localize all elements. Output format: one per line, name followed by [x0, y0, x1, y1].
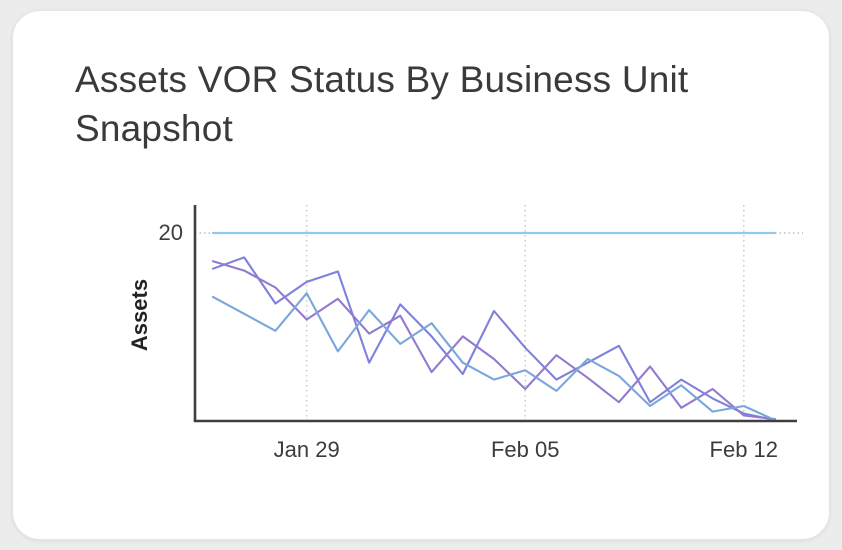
card: Assets VOR Status By Business Unit Snaps…	[12, 10, 830, 540]
x-axis-tick: Feb 12	[710, 437, 779, 462]
gridlines-layer	[305, 205, 745, 421]
y-axis-label: Assets	[127, 279, 152, 351]
page-title: Assets VOR Status By Business Unit Snaps…	[75, 59, 689, 150]
series-line-business-unit-2	[211, 260, 777, 421]
series-layer	[211, 231, 777, 422]
x-axis-tick: Feb 05	[491, 437, 560, 462]
series-line-business-unit-1	[211, 256, 777, 422]
series-line-business-unit-3	[211, 292, 777, 422]
x-tick-labels-layer: Jan 29 Feb 05 Feb 12	[274, 437, 778, 462]
chart-svg: Jan 29 Feb 05 Feb 12 20 Assets	[127, 205, 803, 462]
x-axis-tick: Jan 29	[274, 437, 340, 462]
y-axis-tick: 20	[159, 220, 183, 245]
chart: Jan 29 Feb 05 Feb 12 20 Assets	[125, 193, 825, 508]
